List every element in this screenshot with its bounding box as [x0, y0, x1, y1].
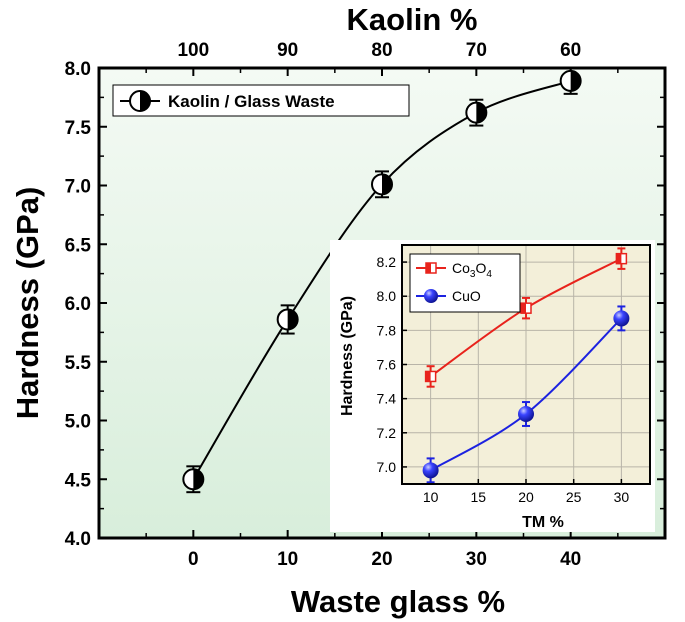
marker-fill-half: [425, 371, 431, 382]
inset-data-point: [424, 365, 437, 388]
inset-data-point: [613, 305, 630, 332]
inset-x-tick-label: 20: [518, 489, 534, 505]
inset-data-point: [422, 457, 439, 484]
inset-y-tick-label: 7.8: [377, 322, 397, 338]
y-tick-label: 6.0: [65, 294, 91, 315]
top-x-tick-label: 60: [560, 40, 581, 61]
x-tick-label: 10: [277, 549, 298, 570]
inset-y-tick-label: 7.0: [377, 459, 397, 475]
inset-legend-co3o4-marker: [425, 262, 437, 274]
top-x-tick-label: 80: [371, 40, 392, 61]
inset-y-tick-label: 7.4: [377, 391, 397, 407]
x-tick-label: 30: [466, 549, 487, 570]
inset-y-tick-label: 8.0: [377, 288, 397, 304]
x-tick-label: 20: [371, 549, 392, 570]
main-data-point: [465, 98, 488, 127]
main-data-point: [371, 170, 393, 199]
y-tick-label: 5.5: [65, 353, 92, 374]
main-y-tick-labels: 4.0 4.5 5.0 5.5 6.0 6.5 7.0 7.5 8.0: [65, 59, 92, 550]
inset-y-tick-label: 7.2: [377, 425, 397, 441]
x-tick-label: 40: [560, 549, 581, 570]
main-plot-frame: [97, 66, 667, 540]
top-x-tick-label: 70: [466, 40, 487, 61]
inset-legend-cuo-label: CuO: [452, 288, 481, 304]
sphere-marker: [613, 310, 630, 327]
y-tick-label: 4.5: [65, 470, 92, 491]
marker-fill-half: [570, 70, 581, 91]
inset-x-axis-title: TM %: [522, 514, 564, 531]
inset-legend-cuo-marker: [424, 289, 438, 303]
y-tick-label: 6.5: [65, 235, 92, 256]
inset-x-tick-labels: 10 15 20 25 30: [423, 489, 630, 505]
main-legend-label: Kaolin / Glass Waste: [168, 92, 335, 111]
y-tick-label: 7.5: [65, 118, 92, 139]
inset-legend: Co3O4 CuO: [409, 253, 521, 313]
sphere-marker: [518, 406, 534, 423]
main-data-point: [182, 465, 205, 494]
inset-y-tick-labels: 7.0 7.2 7.4 7.6 7.8 8.0 8.2: [377, 254, 397, 475]
inset-x-tick-label: 10: [423, 489, 439, 505]
inset-x-tick-label: 15: [471, 489, 487, 505]
inset-series: [422, 247, 630, 484]
top-x-tick-label: 100: [177, 40, 209, 61]
main-x-tick-labels: 0 10 20 30 40: [188, 549, 581, 570]
y-tick-label: 7.0: [65, 177, 91, 198]
main-legend-box: [112, 84, 410, 117]
main-series-line: [192, 79, 571, 480]
legend-half-circle-marker: [129, 90, 151, 112]
main-legend: Kaolin / Glass Waste: [112, 84, 410, 117]
inset-plot: 7.0 7.2 7.4 7.6 7.8 8.0 8.2 10 15 20 25 30 TM % Ha…: [330, 240, 655, 532]
inset-data-point: [520, 296, 532, 320]
y-tick-label: 8.0: [65, 59, 91, 80]
inset-data-point: [518, 401, 534, 427]
bottom-axis-title: Waste glass %: [291, 584, 505, 619]
main-series: [182, 67, 582, 494]
inset-x-tick-label: 30: [614, 489, 630, 505]
marker-fill-half: [193, 469, 204, 490]
main-data-point: [276, 304, 299, 335]
top-axis-title: Kaolin %: [347, 2, 478, 37]
inset-plot-frame: [401, 244, 651, 485]
y-tick-label: 5.0: [65, 412, 91, 433]
inset-y-tick-label: 7.6: [377, 357, 397, 373]
marker-fill-half: [382, 174, 392, 195]
marker-fill-half: [521, 303, 526, 314]
sphere-marker: [422, 462, 439, 479]
x-tick-label: 0: [188, 549, 199, 570]
top-x-tick-label: 90: [277, 40, 298, 61]
inset-y-axis-title: Hardness (GPa): [339, 296, 356, 416]
marker-fill-half: [476, 102, 487, 123]
inset-data-point: [615, 247, 628, 270]
inset-y-tick-label: 8.2: [377, 254, 397, 270]
y-axis-title: Hardness (GPa): [10, 187, 45, 420]
main-top-x-tick-labels: 100 90 80 70 60: [177, 40, 581, 61]
marker-fill-half: [287, 309, 298, 330]
y-tick-label: 4.0: [65, 529, 91, 550]
marker-fill-half: [616, 253, 622, 264]
inset-legend-co3o4-label: Co3O4: [452, 260, 492, 280]
inset-x-tick-label: 25: [566, 489, 582, 505]
